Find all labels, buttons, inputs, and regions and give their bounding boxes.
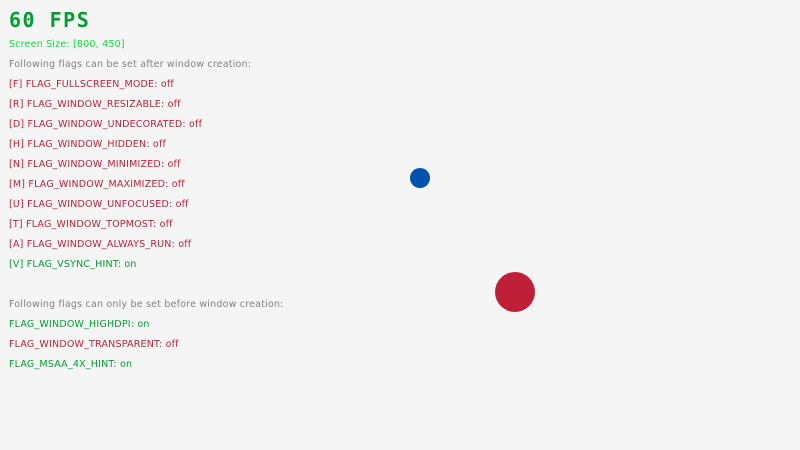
flag-status-line: [M] FLAG_WINDOW_MAXIMIZED: off bbox=[9, 179, 185, 190]
flag-status-line: FLAG_WINDOW_HIGHDPI: on bbox=[9, 319, 150, 330]
red-ball bbox=[495, 272, 535, 312]
flag-status-line: [V] FLAG_VSYNC_HINT: on bbox=[9, 259, 137, 270]
after-creation-header: Following flags can be set after window … bbox=[9, 59, 252, 70]
fps-counter: 60 FPS bbox=[9, 8, 91, 32]
flag-status-line: [N] FLAG_WINDOW_MINIMIZED: off bbox=[9, 159, 181, 170]
flag-status-line: [A] FLAG_WINDOW_ALWAYS_RUN: off bbox=[9, 239, 192, 250]
before-creation-header: Following flags can only be set before w… bbox=[9, 299, 284, 310]
flag-status-line: [R] FLAG_WINDOW_RESIZABLE: off bbox=[9, 99, 181, 110]
flag-status-line: [H] FLAG_WINDOW_HIDDEN: off bbox=[9, 139, 167, 150]
blue-ball bbox=[410, 168, 430, 188]
flag-status-line: [D] FLAG_WINDOW_UNDECORATED: off bbox=[9, 119, 203, 130]
flag-status-line: [U] FLAG_WINDOW_UNFOCUSED: off bbox=[9, 199, 189, 210]
flag-status-line: [F] FLAG_FULLSCREEN_MODE: off bbox=[9, 79, 174, 90]
flag-status-line: FLAG_WINDOW_TRANSPARENT: off bbox=[9, 339, 179, 350]
flag-status-line: [T] FLAG_WINDOW_TOPMOST: off bbox=[9, 219, 173, 230]
screen-size-label: Screen Size: [800, 450] bbox=[9, 39, 125, 50]
flag-status-line: FLAG_MSAA_4X_HINT: on bbox=[9, 359, 133, 370]
